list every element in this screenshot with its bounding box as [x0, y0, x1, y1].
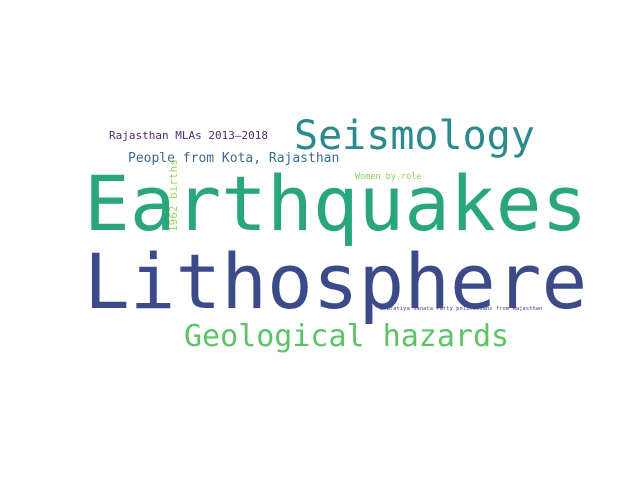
word-bjp-politicians: Bharatiya Janata Party politicians from …	[380, 306, 543, 312]
word-geological-hazards: Geological hazards	[184, 319, 510, 354]
word-people-from-kota: People from Kota, Rajasthan	[128, 151, 340, 166]
word-seismology: Seismology	[294, 113, 535, 159]
word-earthquakes: Earthquakes	[84, 159, 588, 248]
word-1962-births: 1962 births	[167, 159, 180, 232]
word-women-by-role: Women by role	[355, 172, 422, 182]
word-lithosphere: Lithosphere	[84, 237, 588, 326]
word-rajasthan-mlas: Rajasthan MLAs 2013–2018	[109, 129, 268, 142]
